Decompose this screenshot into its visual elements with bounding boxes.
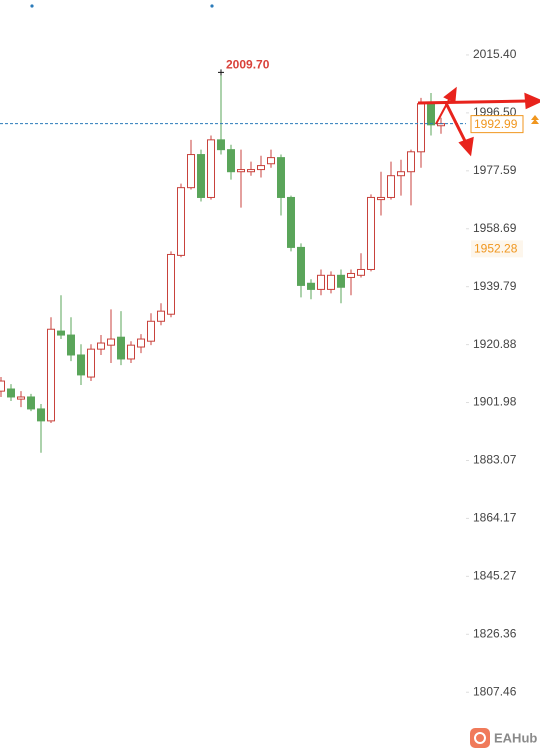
candle-body	[37, 408, 45, 422]
watermark: EAHub	[470, 728, 537, 748]
candle-body	[407, 151, 415, 173]
candle-body	[317, 274, 325, 290]
candle-body	[0, 380, 5, 392]
y-tick-label: 1826.36	[473, 626, 517, 640]
y-tick-label: 1958.69	[473, 221, 517, 235]
candle-body	[277, 157, 285, 198]
candle-body	[287, 196, 295, 248]
watermark-text: EAHub	[494, 730, 537, 745]
marker-dot	[210, 4, 214, 8]
y-tick-label: 1901.98	[473, 395, 517, 409]
icon	[531, 119, 539, 124]
y-tick-label: 2015.40	[473, 47, 517, 61]
arrow	[435, 97, 451, 125]
arrow-head	[458, 136, 474, 157]
y-tick-label: 1807.46	[473, 684, 517, 698]
icon	[531, 115, 539, 120]
marker-dot	[30, 4, 34, 8]
candle-body	[57, 330, 65, 336]
candle-body	[367, 196, 375, 270]
candle-body	[97, 342, 105, 350]
candle-body	[67, 334, 75, 356]
candle-body	[107, 338, 115, 346]
y-tick-label: 1845.27	[473, 569, 517, 583]
candle-body	[337, 274, 345, 288]
y-tick-label: 1920.88	[473, 337, 517, 351]
y-tick-label: 1864.17	[473, 511, 517, 525]
candle-body	[187, 154, 195, 189]
watermark-logo	[474, 732, 486, 744]
plot-area: 2034.312015.401996.501977.591958.691939.…	[0, 0, 524, 698]
candle-body	[217, 139, 225, 151]
arrow	[444, 102, 468, 144]
candle-body	[47, 328, 55, 422]
candle-body	[167, 253, 175, 315]
candle-body	[27, 396, 35, 410]
price-label: 1952.28	[474, 242, 518, 256]
candle-body	[7, 388, 15, 398]
candle-body	[267, 157, 275, 165]
price-label-box	[471, 240, 523, 258]
price-label-box	[470, 115, 524, 134]
candle-body	[207, 139, 215, 198]
candle-body	[377, 196, 385, 201]
arrows	[417, 86, 540, 157]
candle-body	[307, 282, 315, 290]
candle-body	[227, 149, 235, 173]
candle-body	[157, 310, 165, 322]
candle-body	[17, 396, 25, 400]
candle-body	[397, 171, 405, 177]
candle-body	[237, 169, 245, 173]
candle-body	[77, 354, 85, 376]
candle-body	[127, 344, 135, 360]
price-label: 1992.99	[474, 117, 518, 131]
candle-body	[137, 338, 145, 348]
candle-body	[247, 169, 255, 173]
arrow-head	[443, 86, 457, 104]
candle-body	[297, 246, 305, 286]
arrow-head	[524, 92, 540, 110]
candle-body	[147, 320, 155, 342]
annotation-marker	[218, 69, 224, 76]
candle-body	[87, 348, 95, 378]
candle-body	[387, 175, 395, 198]
candle-body	[177, 187, 185, 256]
arrow	[417, 99, 529, 105]
candle-body	[417, 103, 425, 153]
watermark-logo	[470, 728, 490, 748]
candle-body	[197, 154, 205, 198]
candle-body	[357, 268, 365, 276]
candle-body	[347, 272, 355, 278]
annotation-label: 2009.70	[226, 58, 270, 72]
candle-body	[117, 336, 125, 360]
y-tick-label: 2034.31	[473, 0, 517, 3]
y-tick-label: 1883.07	[473, 453, 517, 467]
candle-body	[327, 274, 335, 290]
scroll-icon	[531, 115, 539, 124]
candle-body	[427, 103, 435, 126]
y-tick-label: 1977.59	[473, 163, 517, 177]
y-tick-label: 1939.79	[473, 279, 517, 293]
candle-body	[257, 165, 265, 171]
